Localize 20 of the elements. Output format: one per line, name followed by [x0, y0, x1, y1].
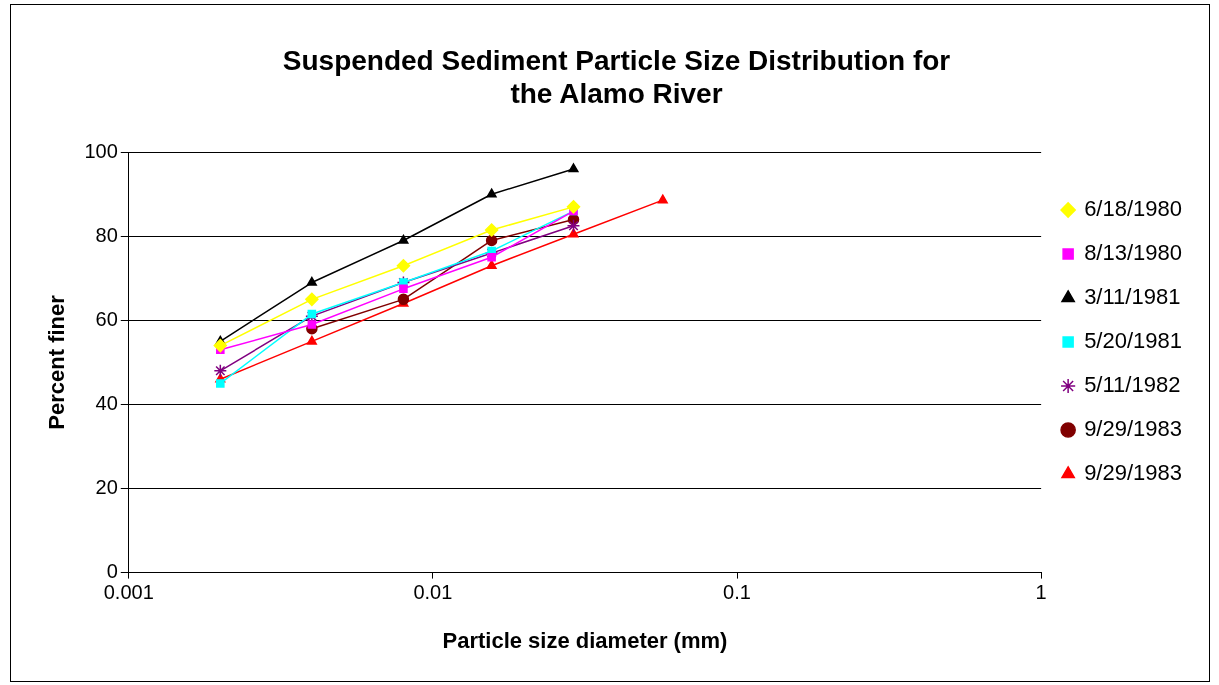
- legend-label: 3/11/1981: [1084, 284, 1181, 310]
- y-tick-label: 60: [95, 307, 118, 330]
- y-tick-label: 20: [95, 476, 118, 499]
- legend-label: 9/29/1983: [1084, 460, 1182, 486]
- y-tick-label: 0: [106, 560, 118, 583]
- x-tick-label: 0.01: [413, 581, 453, 604]
- y-tick-label: 100: [84, 139, 118, 162]
- x-tick-label: 0.001: [103, 581, 154, 604]
- y-tick-label: 80: [95, 223, 118, 246]
- x-tick-label: 1: [1035, 581, 1047, 604]
- chart-title: Suspended Sediment Particle Size Distribution for the Alamo River: [282, 44, 951, 110]
- x-axis-title: Particle size diameter (mm): [442, 627, 728, 653]
- legend-label: 5/20/1981: [1084, 328, 1182, 354]
- legend-label: 6/18/1980: [1084, 196, 1182, 222]
- y-axis-title: Percent finer: [44, 294, 70, 430]
- legend-label: 9/29/1983: [1084, 416, 1182, 442]
- y-tick-label: 40: [95, 391, 118, 414]
- legend-label: 5/11/1982: [1084, 372, 1181, 398]
- legend-label: 8/13/1980: [1084, 240, 1182, 266]
- x-tick-label: 0.1: [723, 581, 751, 604]
